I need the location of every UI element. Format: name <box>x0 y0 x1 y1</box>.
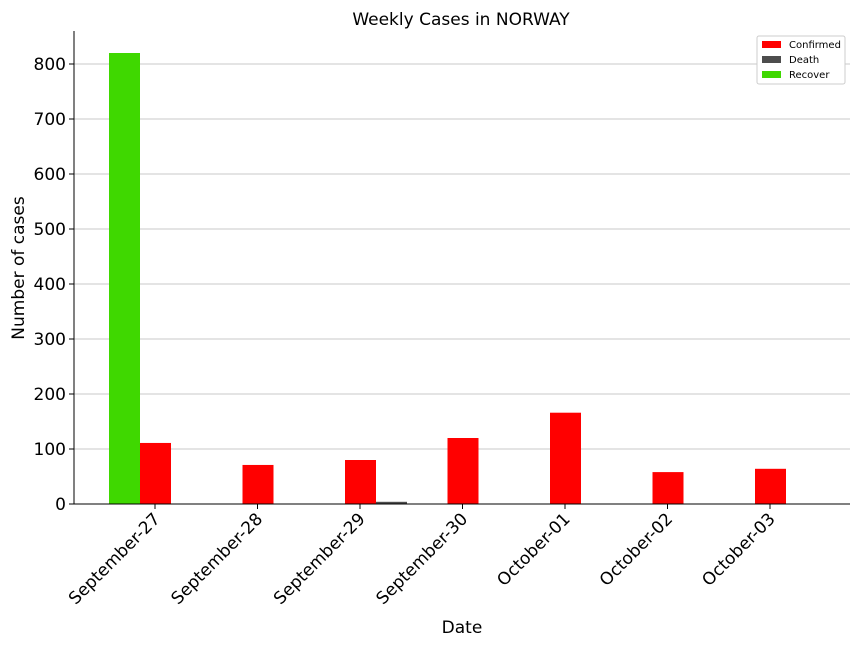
bar-confirmed-september-28 <box>242 464 274 504</box>
y-tick-label: 300 <box>34 330 66 350</box>
bar-death-september-29 <box>376 501 407 504</box>
x-tick-label: September-29 <box>270 509 369 608</box>
y-tick-label: 500 <box>34 220 66 240</box>
bars-layer <box>109 53 786 504</box>
x-tick-label: September-28 <box>168 509 267 608</box>
bar-confirmed-september-30 <box>447 438 479 504</box>
y-tick-label: 800 <box>34 55 66 75</box>
bar-confirmed-september-27 <box>140 442 171 504</box>
grid-layer <box>74 63 850 450</box>
legend-label-confirmed: Confirmed <box>789 40 841 51</box>
y-ticks: 0 100 200 300 400 500 600 700 800 <box>34 55 74 515</box>
y-tick-label: 700 <box>34 110 66 130</box>
y-tick-label: 100 <box>34 440 66 460</box>
x-tick-label: October-01 <box>493 509 574 590</box>
chart-title: Weekly Cases in NORWAY <box>352 10 570 30</box>
x-ticks: September-27 September-28 September-29 Sept… <box>65 504 780 609</box>
x-tick-label: September-27 <box>65 509 164 608</box>
y-axis-label: Number of cases <box>9 196 29 340</box>
y-tick-label: 400 <box>34 275 66 295</box>
bar-confirmed-september-29 <box>345 460 376 504</box>
legend-label-death: Death <box>789 55 819 66</box>
legend-swatch-recover <box>762 71 781 78</box>
y-tick-label: 0 <box>55 495 66 515</box>
x-tick-label: October-02 <box>596 509 677 590</box>
bar-confirmed-october-02 <box>652 472 684 504</box>
x-axis-label: Date <box>442 618 483 638</box>
legend-swatch-death <box>762 56 781 63</box>
legend: Confirmed Death Recover <box>756 35 846 85</box>
legend-label-recover: Recover <box>789 70 830 81</box>
y-tick-label: 200 <box>34 385 66 405</box>
x-tick-label: September-30 <box>373 509 472 608</box>
x-tick-label: October-03 <box>698 509 779 590</box>
bar-confirmed-october-01 <box>550 412 581 504</box>
bar-confirmed-october-03 <box>755 468 786 504</box>
legend-swatch-confirmed <box>762 41 781 48</box>
y-tick-label: 600 <box>34 165 66 185</box>
bar-recover-september-27 <box>109 53 140 504</box>
axes-layer <box>73 31 850 505</box>
